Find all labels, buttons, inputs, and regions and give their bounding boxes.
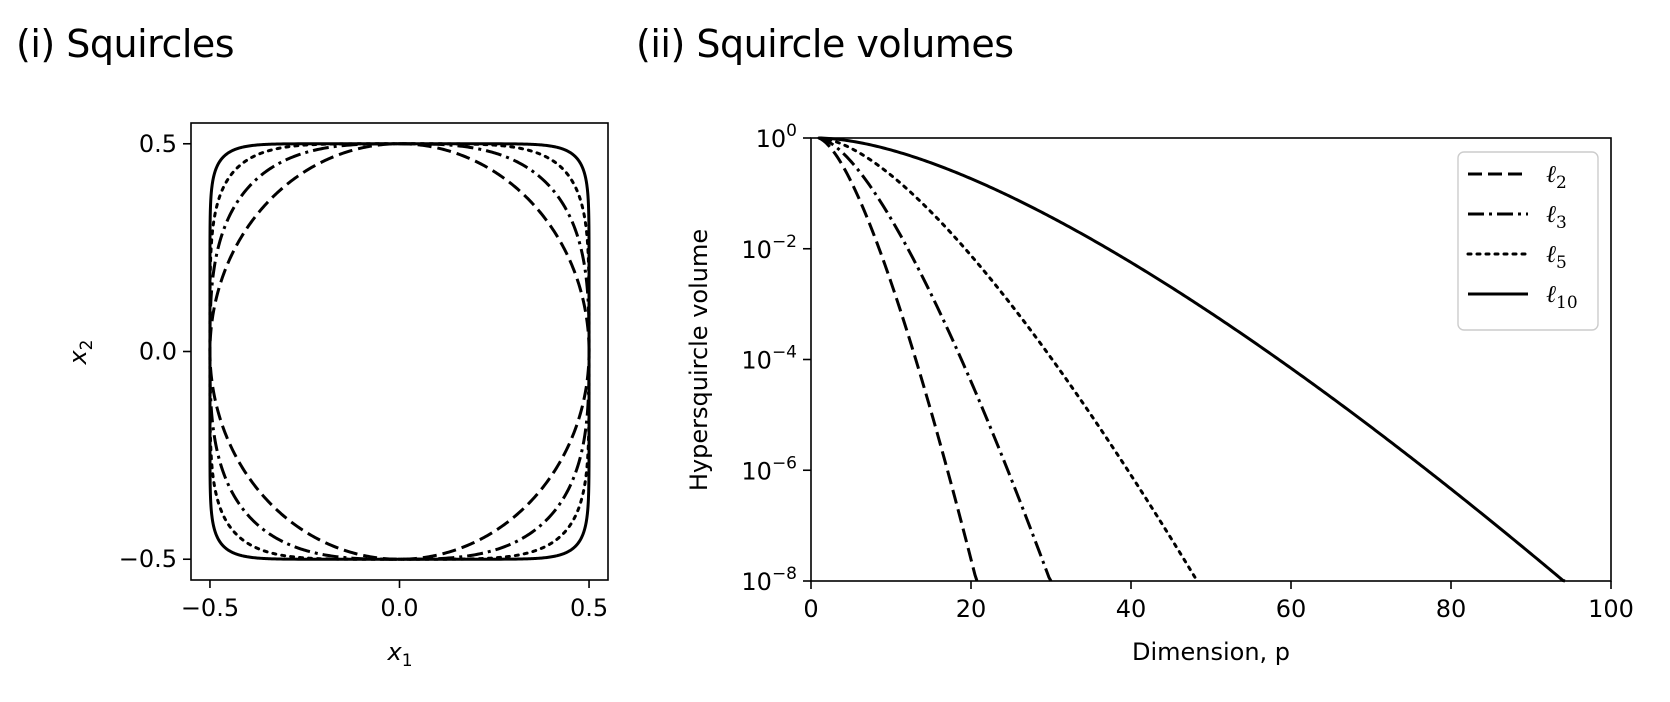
volumes-x-tick-label: 100 [1588, 595, 1634, 623]
legend-label-l10: ℓ10 [1546, 280, 1578, 313]
x-axis-subscript: 1 [402, 651, 413, 671]
volume-curves [817, 136, 1566, 583]
legend-label-l2: ℓ2 [1546, 160, 1567, 193]
volumes-y-tick-label: 10−2 [741, 232, 797, 264]
volumes-y-tick-label: 10−6 [741, 453, 797, 485]
squircles-x-tick-label: 0.5 [570, 594, 608, 622]
volumes-x-tick-label: 40 [1116, 595, 1147, 623]
squircles-plot: −0.5 0.0 0.5−0.50.00.5 x1 x2 [64, 122, 609, 671]
legend-label-l5: ℓ5 [1546, 240, 1567, 273]
panel-title-squircles: (i) Squircles [16, 22, 235, 66]
squircle-p2-line [208, 142, 591, 561]
squircles-y-axis-label: x2 [64, 339, 97, 365]
squircle-p3-line [208, 142, 591, 561]
y-axis-subscript: 2 [77, 339, 97, 350]
squircle-curves [208, 142, 591, 561]
volumes-legend: ℓ2 ℓ3 ℓ5 ℓ10 [1457, 151, 1599, 331]
volumes-y-axis-label: Hypersquircle volume [685, 229, 713, 491]
x-axis-symbol: x [386, 638, 402, 666]
volumes-x-tick-label: 20 [956, 595, 987, 623]
squircles-ticks: −0.5 0.0 0.5 −0.5 0.0 0.5 [119, 130, 608, 622]
volumes-y-tick-label: 10−4 [741, 343, 797, 375]
squircles-x-axis-label: x1 [386, 638, 412, 671]
squircles-y-tick-label: 0.0 [139, 338, 177, 366]
y-axis-symbol: x [64, 350, 92, 366]
panel-title-squircle-volumes: (ii) Squircle volumes [636, 22, 1014, 66]
volume-l5-line [817, 136, 1197, 579]
squircle-p5-line [208, 142, 591, 561]
volume-l3-line [818, 136, 1053, 582]
squircles-y-tick-label: 0.5 [139, 130, 177, 158]
volumes-x-tick-label: 0 [803, 595, 818, 623]
volumes-x-axis-label: Dimension, p [1132, 638, 1290, 666]
legend-label-l3: ℓ3 [1546, 200, 1567, 233]
squircles-x-tick-label: 0.0 [380, 594, 418, 622]
volume-l2-line [818, 136, 979, 582]
squircles-x-tick-label: −0.5 [181, 594, 239, 622]
volumes-ticks: 0 20 40 60 80 100 100 10−2 10−4 10−6 10−8 [741, 121, 1634, 623]
squircles-axes-frame [190, 122, 609, 581]
volume-l10-line [818, 136, 1566, 583]
volumes-y-tick-label: 10−8 [741, 564, 797, 596]
squircle-volumes-plot: 0 20 40 60 80 100 100 10−2 10−4 10−6 10−8 Dimensio… [685, 121, 1634, 666]
volumes-y-tick-label: 100 [756, 121, 797, 153]
squircles-y-tick-label: −0.5 [119, 545, 177, 573]
volumes-x-tick-label: 80 [1436, 595, 1467, 623]
legend-box [1457, 151, 1599, 331]
volumes-x-tick-label: 60 [1276, 595, 1307, 623]
squircle-p10-line [208, 142, 591, 561]
